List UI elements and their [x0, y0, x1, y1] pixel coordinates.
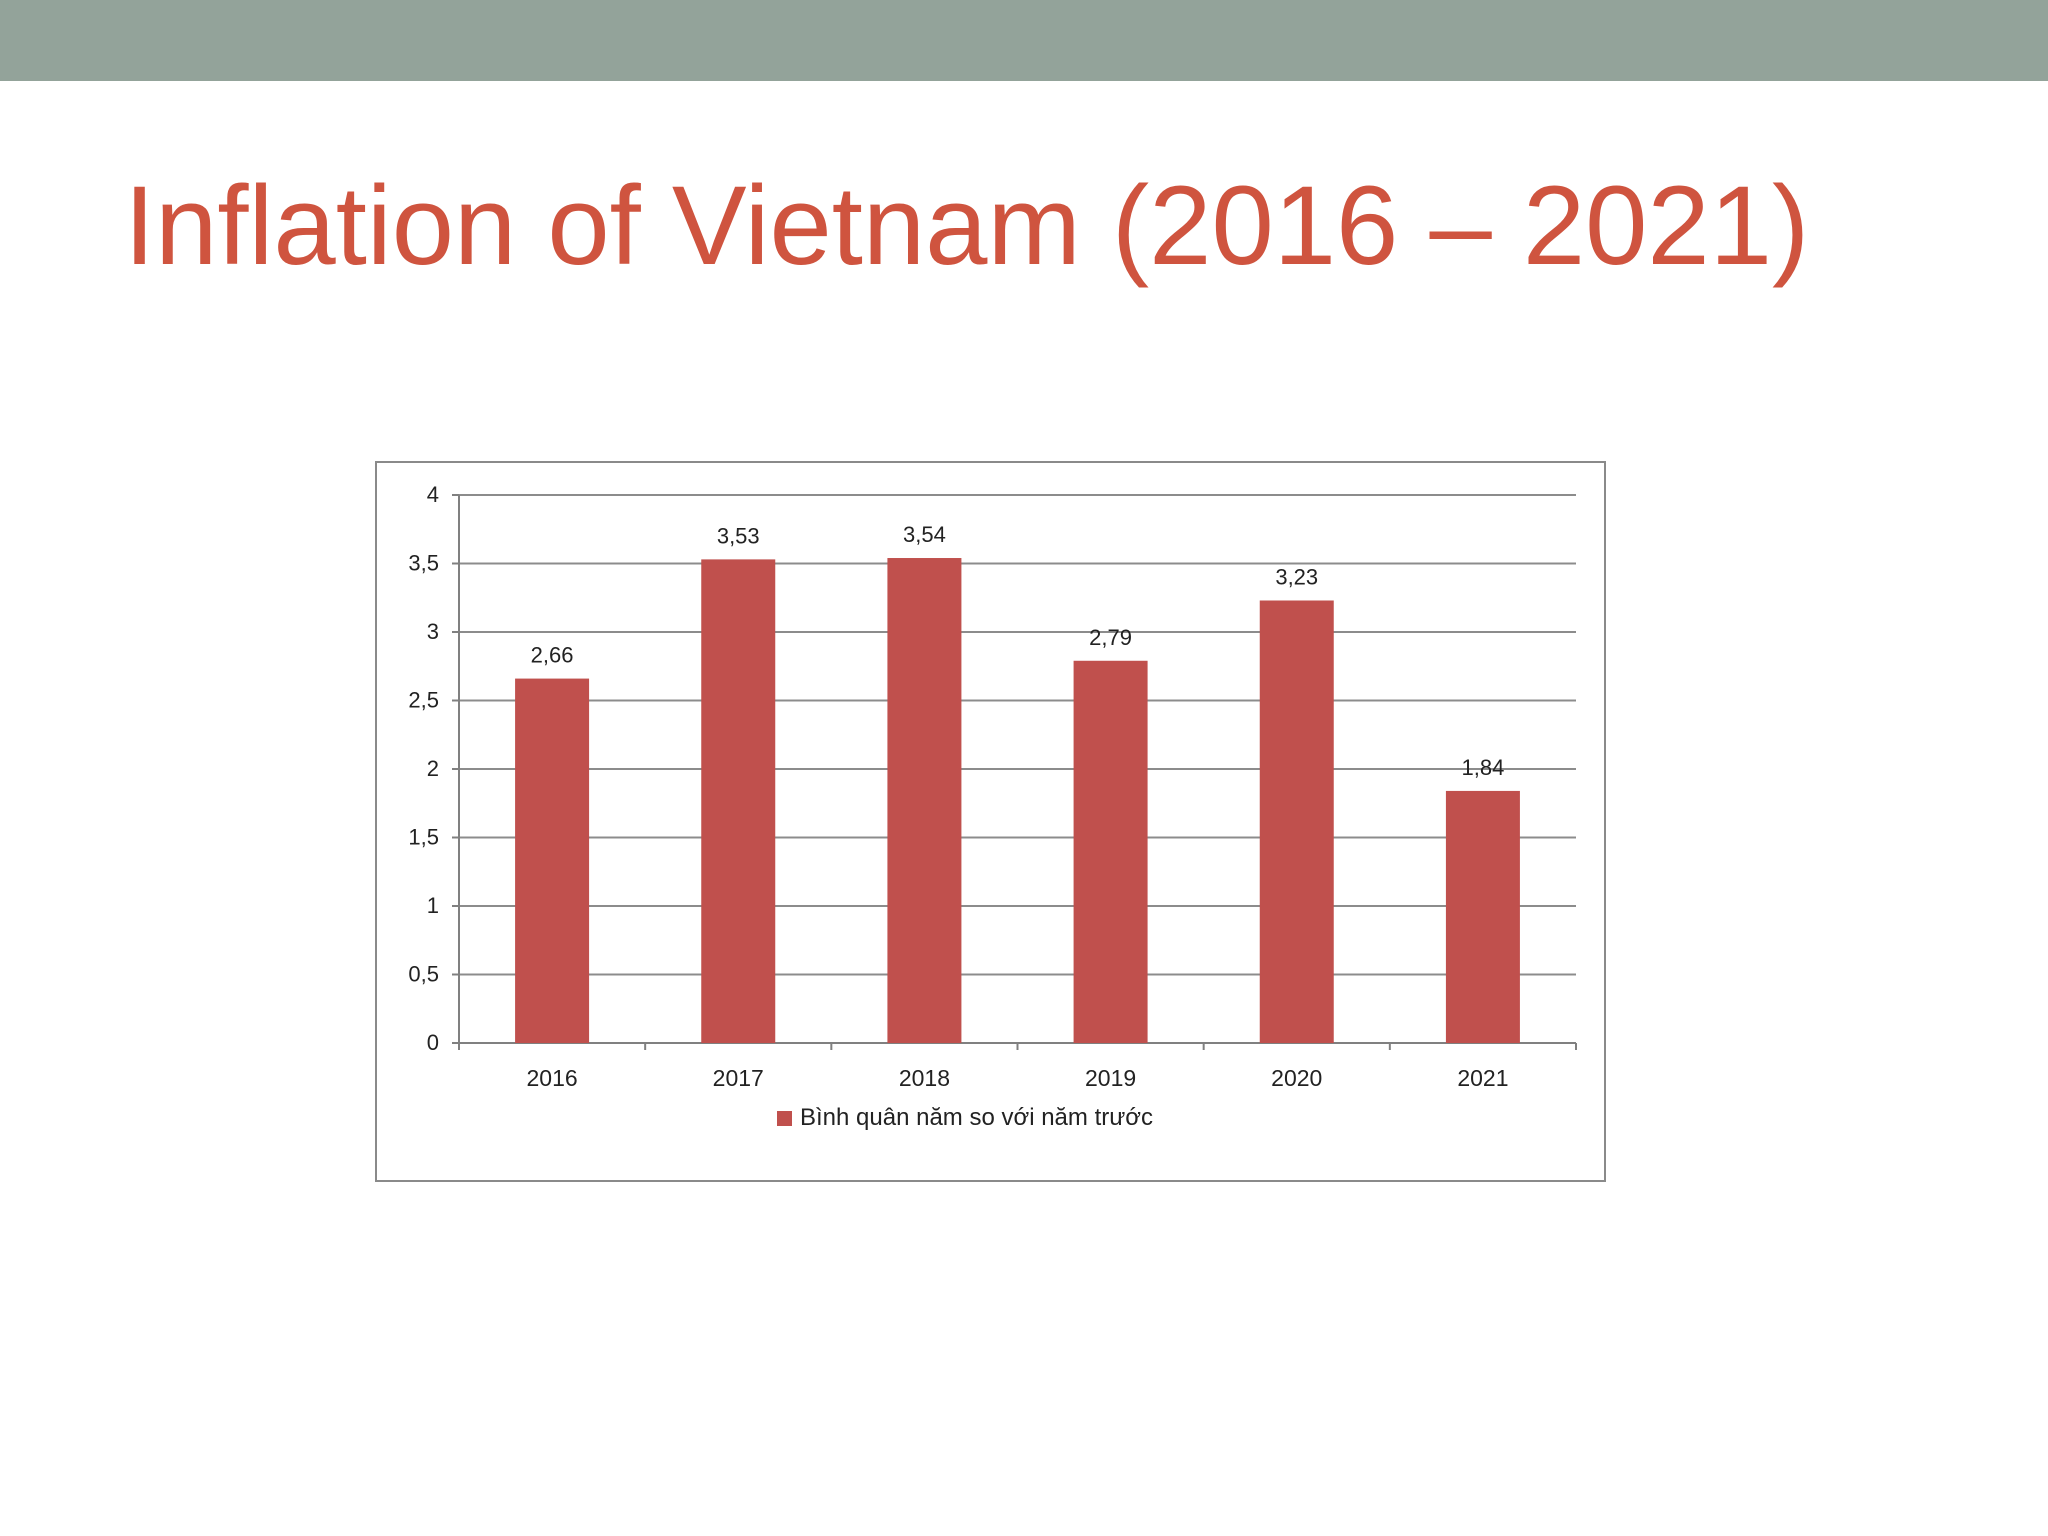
data-label: 3,54 — [903, 522, 946, 547]
y-tick-label: 3,5 — [408, 551, 439, 576]
top-banner — [0, 0, 2048, 81]
y-tick-label: 0,5 — [408, 962, 439, 987]
y-tick-label: 4 — [427, 482, 439, 507]
y-tick-label: 3 — [427, 619, 439, 644]
chart-frame: 0 0,5 1 1,5 2 2,5 3 3,5 4 2,66 2016 3,53 2017 3,54 201… — [375, 461, 1606, 1182]
y-tick-label: 1,5 — [408, 825, 439, 850]
x-tick-label: 2020 — [1271, 1065, 1322, 1091]
slide-title: Inflation of Vietnam (2016 – 2021) — [124, 163, 1810, 288]
bar-2016 — [515, 678, 590, 1043]
data-label: 2,66 — [531, 643, 574, 668]
y-tick-label: 1 — [427, 893, 439, 918]
x-tick-label: 2018 — [899, 1065, 950, 1091]
legend-swatch — [777, 1111, 792, 1126]
y-tick-label: 2,5 — [408, 688, 439, 713]
bar-2019 — [1073, 660, 1148, 1043]
data-label: 3,53 — [717, 523, 760, 548]
data-label: 3,23 — [1275, 564, 1318, 589]
bar-2021 — [1445, 790, 1520, 1043]
bar-2020 — [1259, 600, 1334, 1043]
bar-2018 — [887, 558, 962, 1043]
x-tick-label: 2021 — [1457, 1065, 1508, 1091]
y-tick-label: 0 — [427, 1030, 439, 1055]
x-tick-label: 2019 — [1085, 1065, 1136, 1091]
legend-label: Bình quân năm so với năm trước — [800, 1104, 1153, 1131]
data-label: 2,79 — [1089, 625, 1132, 650]
bar-2017 — [701, 559, 776, 1043]
y-tick-label: 2 — [427, 756, 439, 781]
data-label: 1,84 — [1462, 755, 1505, 780]
x-tick-label: 2016 — [526, 1065, 577, 1091]
x-tick-label: 2017 — [713, 1065, 764, 1091]
bar-chart: 00,511,522,533,542,6620163,5320173,54201… — [408, 482, 1577, 1131]
